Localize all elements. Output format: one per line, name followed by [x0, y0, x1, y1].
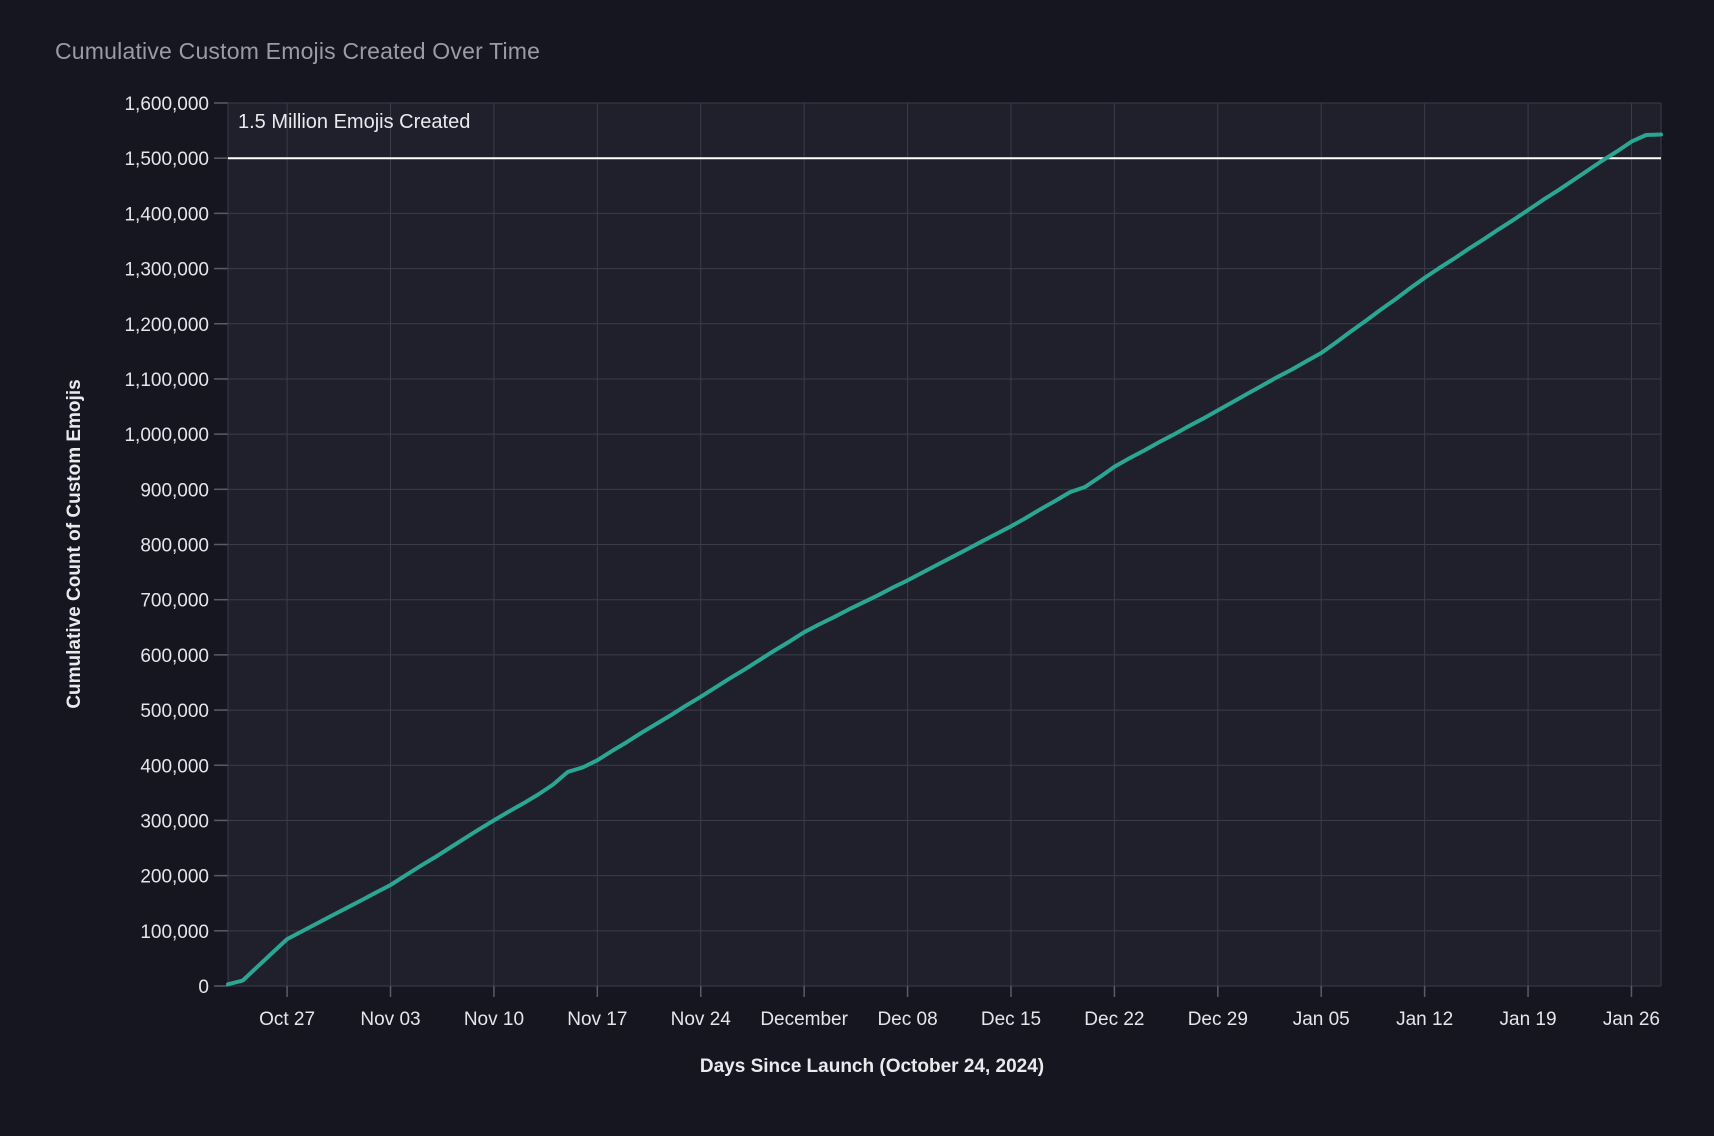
- x-tick-label: Nov 03: [360, 1009, 420, 1030]
- x-tick-label: Jan 26: [1603, 1009, 1660, 1030]
- x-gridlines: Oct 27 Nov 03 Nov 10 Nov 17 Nov 24 December De…: [227, 103, 1662, 1030]
- chart-title: Cumulative Custom Emojis Created Over Ti…: [55, 38, 541, 64]
- x-tick-label: Dec 08: [877, 1009, 937, 1030]
- x-tick-label: Dec 22: [1084, 1009, 1144, 1030]
- x-tick-label: Jan 12: [1396, 1009, 1453, 1030]
- x-axis-title: Days Since Launch (October 24, 2024): [699, 1056, 1045, 1077]
- y-tick-label: 200,000: [140, 867, 209, 888]
- y-tick-label: 1,200,000: [124, 315, 209, 336]
- y-tick-label: 1,300,000: [124, 260, 209, 281]
- y-tick-label: 800,000: [140, 536, 209, 557]
- x-tick-label: December: [760, 1009, 848, 1030]
- series-line: [226, 132, 1663, 987]
- y-axis-title: Cumulative Count of Custom Emojis: [64, 379, 85, 709]
- x-tick-label: Oct 27: [259, 1009, 315, 1030]
- y-tick-label: 1,600,000: [124, 94, 209, 115]
- x-tick-label: Jan 05: [1293, 1009, 1350, 1030]
- y-tick-label: 1,400,000: [124, 204, 209, 225]
- x-tick-label: Nov 24: [671, 1009, 732, 1030]
- x-tick-label: Nov 10: [464, 1009, 524, 1030]
- x-tick-label: Dec 29: [1188, 1009, 1248, 1030]
- reference-line-label: 1.5 Million Emojis Created: [238, 111, 471, 133]
- y-tick-label: 1,500,000: [124, 149, 209, 170]
- y-tick-label: 1,000,000: [124, 425, 209, 446]
- y-tick-label: 700,000: [140, 591, 209, 612]
- y-tick-label: 900,000: [140, 480, 209, 501]
- x-tick-label: Dec 15: [981, 1009, 1041, 1030]
- y-tick-label: 100,000: [140, 922, 209, 943]
- x-tick-label: Nov 17: [567, 1009, 627, 1030]
- y-gridlines: 0 100,000 200,000 300,000 400,000 500,000 600,…: [124, 94, 1661, 998]
- y-tick-label: 300,000: [140, 811, 209, 832]
- y-tick-label: 500,000: [140, 701, 209, 722]
- y-tick-label: 400,000: [140, 756, 209, 777]
- y-tick-label: 600,000: [140, 646, 209, 667]
- y-tick-label: 0: [198, 977, 209, 998]
- x-tick-label: Jan 19: [1500, 1009, 1557, 1030]
- y-tick-label: 1,100,000: [124, 370, 209, 391]
